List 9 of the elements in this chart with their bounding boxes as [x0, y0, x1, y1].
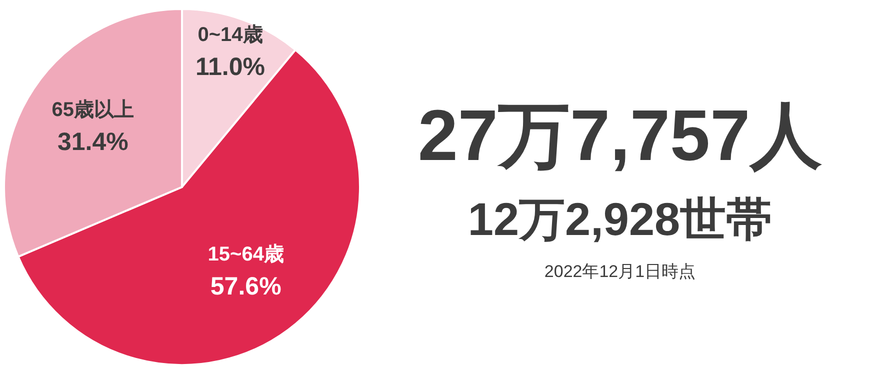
data-label: 57.6% [210, 272, 282, 301]
slice-label: 15~64歳 [208, 244, 284, 266]
text: 12万2,928世帯 [468, 193, 772, 245]
text: 2022年12月1日時点 [544, 262, 696, 281]
data-label: 31.4% [57, 128, 128, 156]
data-label: 11.0% [195, 53, 265, 82]
slice-label: 65歳以上 [52, 99, 134, 122]
slice-label: 0~14歳 [198, 24, 263, 46]
text: 27万7,757人 [418, 96, 822, 176]
